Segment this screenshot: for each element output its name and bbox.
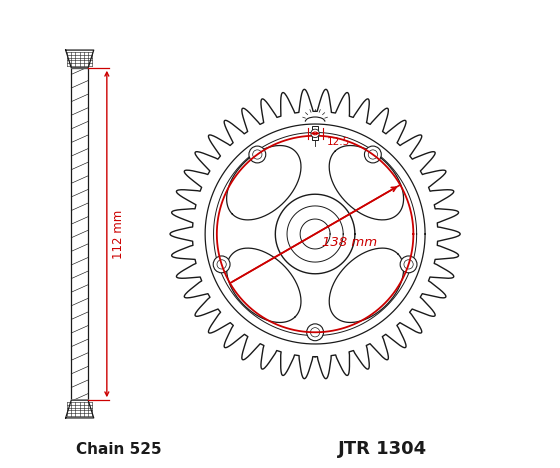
Circle shape [213,256,230,273]
Circle shape [253,150,262,159]
Text: 138 mm: 138 mm [322,236,377,249]
Polygon shape [329,248,404,322]
Polygon shape [66,400,94,418]
Bar [71,68,88,400]
Circle shape [307,324,324,341]
Text: 12.5: 12.5 [327,137,351,147]
Circle shape [368,150,377,159]
Bar [312,126,319,140]
Circle shape [311,129,319,138]
Polygon shape [329,146,404,220]
Polygon shape [227,146,301,220]
Text: 112 mm: 112 mm [113,209,125,259]
Polygon shape [227,248,301,322]
Circle shape [310,328,320,337]
Circle shape [404,260,413,269]
Text: JTR 1304: JTR 1304 [338,440,427,458]
Polygon shape [66,50,94,68]
Circle shape [217,260,226,269]
Circle shape [249,146,266,163]
Circle shape [400,256,417,273]
Text: Chain 525: Chain 525 [76,442,161,457]
Circle shape [365,146,381,163]
